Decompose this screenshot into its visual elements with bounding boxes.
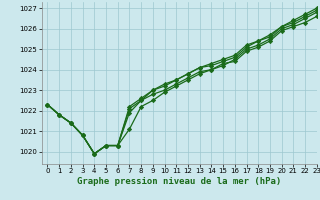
X-axis label: Graphe pression niveau de la mer (hPa): Graphe pression niveau de la mer (hPa): [77, 177, 281, 186]
